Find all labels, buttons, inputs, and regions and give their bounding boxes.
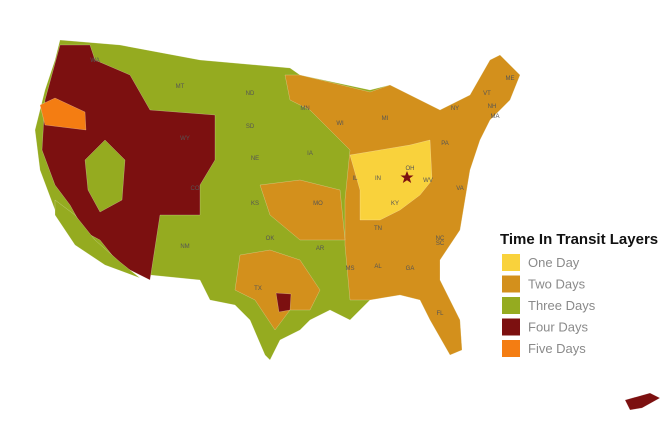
state-label: NY bbox=[451, 106, 459, 112]
state-label: MN bbox=[300, 106, 309, 112]
region bbox=[259, 179, 346, 241]
region bbox=[54, 199, 141, 279]
region bbox=[234, 249, 321, 331]
state-label: IA bbox=[307, 151, 313, 157]
state-label: IN bbox=[375, 176, 381, 182]
state-labels: WA MT ND SD MN WI MI NY ME VT NH MA PA OH IN IL IA NE WY CO… bbox=[90, 58, 514, 317]
region bbox=[275, 292, 292, 313]
region bbox=[624, 392, 661, 411]
state-label: FL bbox=[436, 311, 444, 317]
legend-label: Two Days bbox=[528, 277, 586, 292]
state-label: MS bbox=[346, 266, 355, 272]
legend-label: Three Days bbox=[528, 298, 596, 313]
state-label: NM bbox=[180, 244, 189, 250]
state-label: OK bbox=[266, 236, 275, 242]
state-label: KS bbox=[251, 201, 259, 207]
legend-swatch bbox=[502, 275, 520, 293]
legend-swatch bbox=[502, 254, 520, 271]
state-label: TX bbox=[254, 286, 262, 292]
state-label: MT bbox=[176, 84, 185, 90]
legend-swatch bbox=[502, 318, 520, 336]
state-label: AL bbox=[374, 264, 382, 270]
legend-swatch bbox=[502, 340, 520, 357]
legend-label: Four Days bbox=[528, 320, 588, 335]
legend-label: Five Days bbox=[528, 341, 586, 356]
origin-star bbox=[400, 171, 414, 183]
state-label: SD bbox=[246, 124, 255, 130]
region bbox=[41, 44, 216, 281]
state-label: TN bbox=[374, 226, 382, 232]
state-label: NE bbox=[251, 156, 259, 162]
state-label: MO bbox=[313, 201, 323, 207]
state-label: IL bbox=[352, 176, 358, 182]
state-label: WY bbox=[180, 136, 190, 142]
state-label: VT bbox=[483, 91, 491, 97]
state-label: WV bbox=[423, 178, 433, 184]
state-label: NC bbox=[436, 236, 445, 242]
region bbox=[349, 139, 433, 221]
state-label: KY bbox=[391, 201, 399, 207]
legend-label: One Day bbox=[528, 255, 580, 270]
state-label: AR bbox=[316, 246, 325, 252]
legend-title: Time In Transit Layers bbox=[500, 231, 658, 248]
state-label: MA bbox=[491, 114, 500, 120]
state-label: NH bbox=[488, 104, 497, 110]
state-label: MI bbox=[382, 116, 389, 122]
region bbox=[84, 139, 126, 213]
legend: One Day Two Days Three Days Four Days Five D… bbox=[502, 254, 596, 357]
state-label: SC bbox=[436, 241, 445, 247]
state-label: PA bbox=[441, 141, 449, 147]
state-label: WI bbox=[336, 121, 344, 127]
state-label: GA bbox=[406, 266, 415, 272]
state-label: VA bbox=[456, 186, 464, 192]
region bbox=[39, 97, 87, 131]
state-label: OH bbox=[406, 166, 415, 172]
state-label: ME bbox=[506, 76, 515, 82]
state-label: CO bbox=[191, 186, 200, 192]
map bbox=[34, 39, 661, 411]
state-label: WA bbox=[90, 58, 99, 64]
legend-swatch bbox=[502, 297, 520, 314]
state-label: ND bbox=[246, 91, 255, 97]
